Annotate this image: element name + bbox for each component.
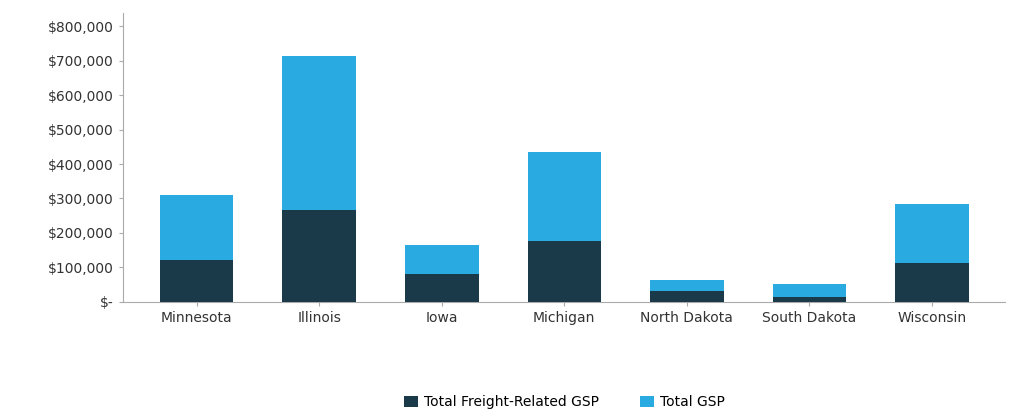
- Bar: [527, 241, 601, 302]
- Bar: [895, 263, 969, 302]
- Bar: [650, 291, 723, 302]
- Bar: [895, 204, 969, 263]
- Bar: [282, 210, 356, 302]
- Bar: [405, 274, 478, 302]
- Bar: [773, 284, 846, 297]
- Bar: [527, 152, 601, 241]
- Bar: [160, 195, 233, 260]
- Bar: [650, 280, 723, 291]
- Bar: [405, 245, 478, 274]
- Bar: [160, 260, 233, 302]
- Bar: [773, 297, 846, 302]
- Legend: Total Freight-Related GSP, Total GSP: Total Freight-Related GSP, Total GSP: [398, 390, 731, 415]
- Bar: [282, 56, 356, 210]
